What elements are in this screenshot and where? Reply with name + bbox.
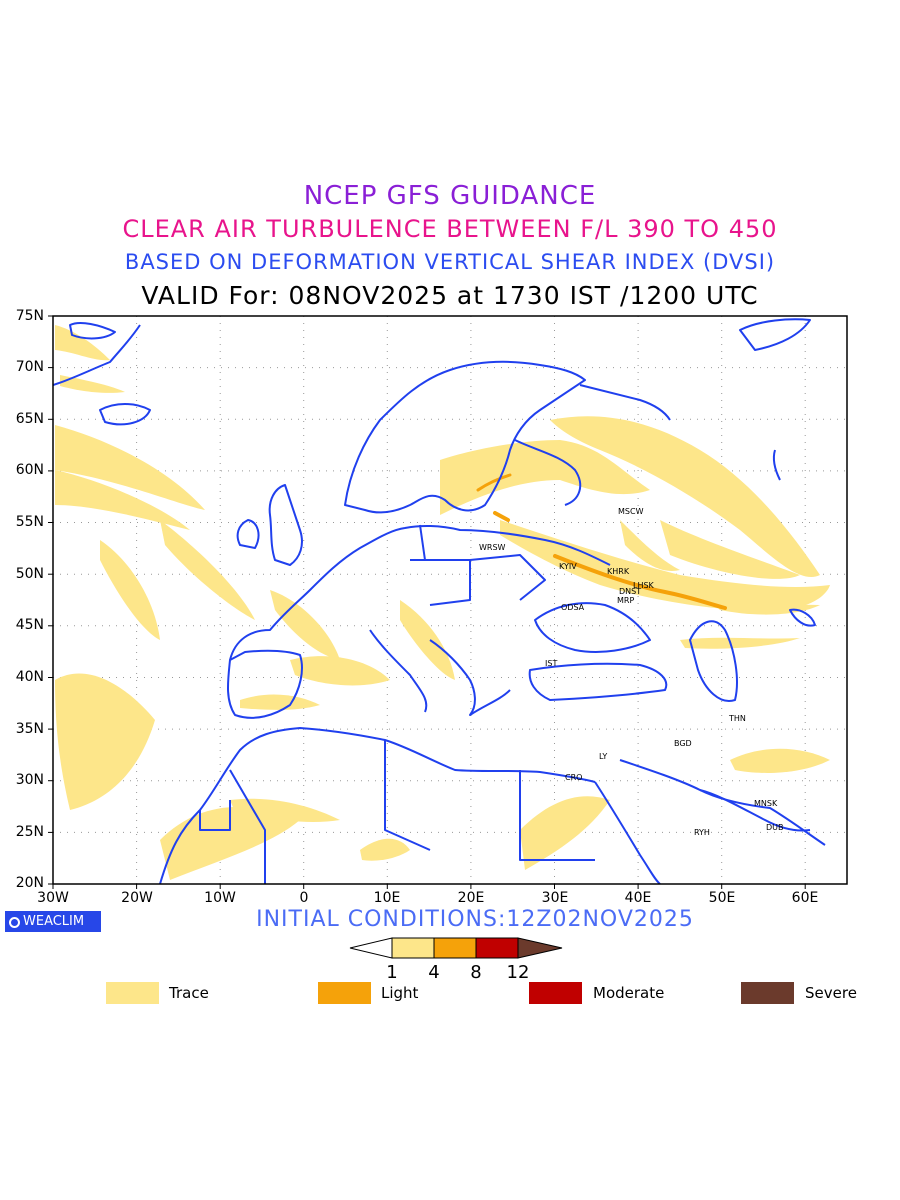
city-label: CRO (565, 773, 583, 782)
legend-label-trace: Trace (169, 984, 209, 1002)
city-label: WRSW (479, 543, 506, 552)
lat-label: 65N (15, 411, 44, 427)
legend-swatch-light (318, 982, 371, 1004)
lon-label: 0 (299, 890, 309, 906)
legend-label-moderate: Moderate (593, 984, 665, 1002)
city-label: ODSA (561, 603, 585, 612)
lat-label: 30N (15, 772, 44, 788)
weaclim-logo: WEACLIM (5, 911, 101, 932)
city-label: LHSK (633, 581, 654, 590)
logo-ring-icon (9, 917, 20, 928)
legend-swatch-trace (106, 982, 159, 1004)
lat-label: 35N (15, 721, 44, 737)
lat-label: 60N (15, 462, 44, 478)
lat-label: 50N (15, 566, 44, 582)
city-label: RYH (694, 828, 710, 837)
lat-label: 70N (15, 359, 44, 375)
city-label: MNSK (754, 799, 778, 808)
city-label: KYIV (559, 562, 577, 571)
light-turbulence-areas (476, 473, 727, 610)
trace-turbulence-areas (55, 325, 830, 880)
valid-time-title: VALID For: 08NOV2025 at 1730 IST /1200 U… (141, 281, 759, 310)
lon-label: 50E (708, 890, 736, 906)
lat-label: 75N (15, 308, 44, 324)
lat-label: 20N (15, 875, 44, 891)
legend-swatch-severe (741, 982, 794, 1004)
city-label: KHRK (607, 567, 630, 576)
lon-label: 10W (204, 890, 236, 906)
title-line-1: NCEP GFS GUIDANCE (303, 181, 597, 211)
lon-label: 20W (121, 890, 153, 906)
lon-label: 10E (373, 890, 401, 906)
logo-text: WEACLIM (23, 914, 85, 929)
lat-label: 25N (15, 824, 44, 840)
colorbar-tick: 12 (506, 962, 530, 983)
colorbar-tick: 8 (470, 962, 482, 983)
city-label: BGD (674, 739, 692, 748)
title-line-2: CLEAR AIR TURBULENCE BETWEEN F/L 390 TO … (122, 215, 778, 243)
lon-label: 40E (624, 890, 652, 906)
lat-label: 55N (15, 514, 44, 530)
city-label: LY (599, 752, 608, 761)
lon-label: 30E (541, 890, 569, 906)
coastlines (53, 318, 826, 884)
legend-label-severe: Severe (805, 984, 857, 1002)
colorbar-tick: 1 (386, 962, 398, 983)
city-label: THN (729, 714, 746, 723)
title-line-3: BASED ON DEFORMATION VERTICAL SHEAR INDE… (124, 250, 776, 274)
initial-conditions: INITIAL CONDITIONS:12Z02NOV2025 (256, 907, 694, 932)
lon-label: 60E (791, 890, 819, 906)
lon-label: 20E (457, 890, 485, 906)
city-label: MSCW (618, 507, 644, 516)
city-label: MRP (617, 596, 635, 605)
city-label: IST (545, 659, 558, 668)
colorbar-tick: 4 (428, 962, 440, 983)
colorbar (349, 937, 563, 959)
city-label: DUB (766, 823, 784, 832)
lat-label: 40N (15, 669, 44, 685)
lat-label: 45N (15, 617, 44, 633)
legend-swatch-moderate (529, 982, 582, 1004)
legend-label-light: Light (381, 984, 419, 1002)
lon-label: 30W (37, 890, 69, 906)
city-label: DNST (619, 587, 642, 596)
